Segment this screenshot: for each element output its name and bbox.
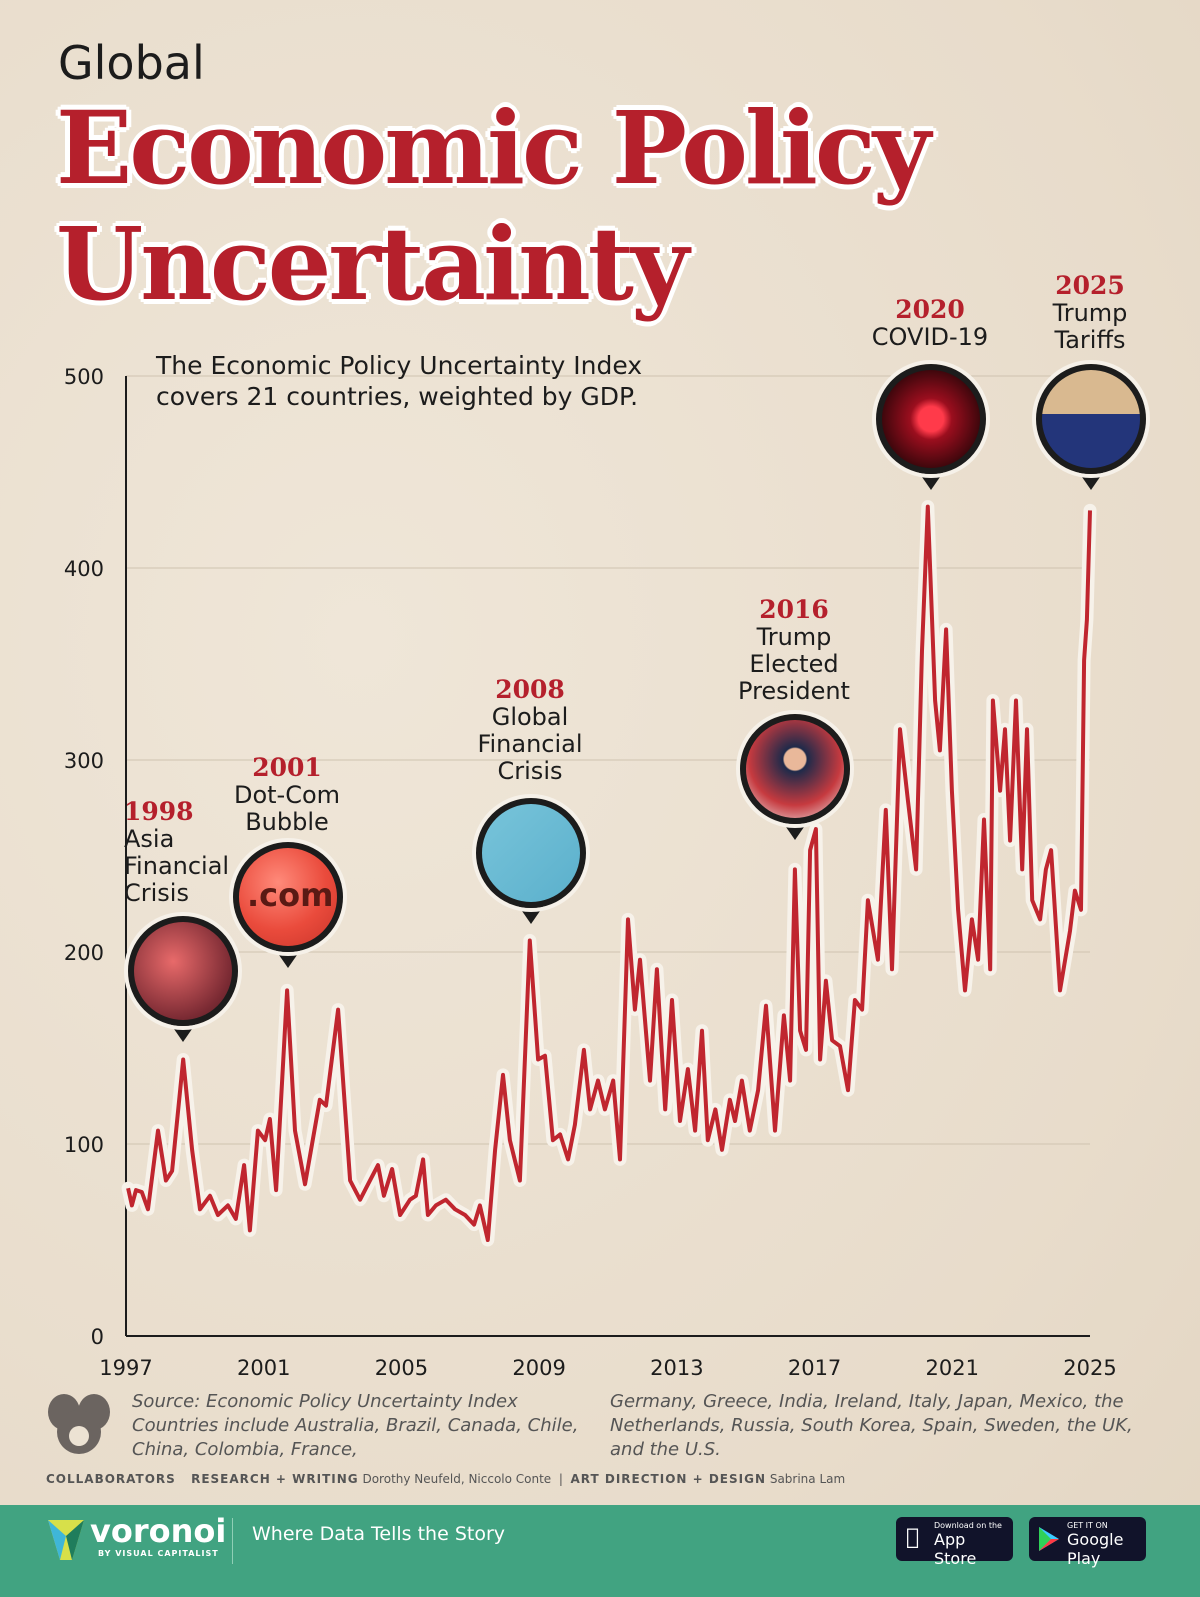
series-line — [126, 504, 1092, 1242]
googleplay-label: Google Play — [1067, 1530, 1124, 1568]
annotation-text: Trump — [756, 623, 832, 651]
y-tick-label: 0 — [91, 1325, 104, 1349]
line-chart: 0 100 200 300 400 500 1997 2001 2005 2009 2013 2017… — [64, 365, 1117, 1380]
kicker: Global — [58, 36, 205, 90]
x-tick-label: 1997 — [99, 1356, 152, 1380]
x-tick-label: 2021 — [926, 1356, 979, 1380]
subtitle: The Economic Policy Uncertainty Index co… — [156, 350, 642, 412]
annotation-label: 2020 COVID-19 — [830, 296, 1030, 351]
collaborators-label: COLLABORATORS — [46, 1472, 176, 1486]
design-label: ART DIRECTION + DESIGN — [570, 1472, 766, 1486]
annotation-year: 2016 — [759, 595, 829, 624]
app-store-button[interactable]:  Download on the App Store — [896, 1517, 1013, 1568]
annotation-year: 2001 — [252, 753, 322, 782]
annotation-text: Trump — [1052, 299, 1128, 327]
boxes-flag-photo-icon — [1036, 364, 1146, 474]
subtitle-line: covers 21 countries, weighted by GDP. — [156, 382, 639, 411]
x-tick-label: 2005 — [375, 1356, 428, 1380]
collaborators: COLLABORATORS RESEARCH + WRITING Dorothy… — [46, 1472, 846, 1486]
stock-crash-photo-icon — [128, 916, 238, 1026]
x-tick-label: 2009 — [512, 1356, 565, 1380]
y-tick-label: 100 — [64, 1133, 104, 1157]
annotation-year: 2020 — [895, 295, 965, 324]
google-play-icon — [1039, 1527, 1059, 1551]
annotation-text: Crisis — [124, 879, 189, 907]
y-tick-label: 300 — [64, 749, 104, 773]
y-tick-label: 500 — [64, 365, 104, 389]
x-tick-label: 2025 — [1063, 1356, 1116, 1380]
annotation-text: Financial — [477, 730, 583, 758]
annotation-text: Asia — [124, 825, 175, 853]
brand-name: voronoi — [90, 1512, 227, 1550]
x-tick-label: 2001 — [237, 1356, 290, 1380]
annotation-year: 2025 — [1055, 271, 1125, 300]
dotcom-bubble-icon: .com — [233, 842, 343, 952]
googleplay-small: GET IT ON — [1067, 1521, 1108, 1530]
annotation-label: 1998 Asia Financial Crisis — [124, 798, 229, 907]
annotation-text: Financial — [124, 852, 230, 880]
annotation-text: COVID-19 — [871, 323, 989, 351]
x-tick-label: 2013 — [650, 1356, 703, 1380]
google-play-button[interactable]: GET IT ON Google Play — [1029, 1517, 1146, 1568]
voronoi-logo-icon — [48, 1520, 84, 1560]
annotation-text: Bubble — [245, 808, 329, 836]
trump-photo-icon — [740, 714, 850, 824]
x-tick-label: 2017 — [788, 1356, 841, 1380]
annotation-label: 2008 Global Financial Crisis — [430, 676, 630, 785]
tagline: Where Data Tells the Story — [252, 1523, 506, 1545]
virus-photo-icon — [876, 364, 986, 474]
annotation-text: Global — [491, 703, 569, 731]
appstore-label: App Store — [934, 1530, 977, 1568]
appstore-small: Download on the — [934, 1521, 1002, 1530]
annotation-year: 1998 — [124, 797, 194, 826]
annotation-label: 2001 Dot-Com Bubble — [187, 754, 387, 836]
annotation-year: 2008 — [495, 675, 565, 704]
research-label: RESEARCH + WRITING — [191, 1472, 359, 1486]
divider — [232, 1518, 233, 1564]
mascot-logo-icon — [48, 1394, 110, 1454]
y-tick-label: 400 — [64, 557, 104, 581]
annotation-text: Tariffs — [1054, 326, 1126, 354]
annotation-label: 2016 Trump Elected President — [694, 596, 894, 705]
source-note: Source: Economic Policy Uncertainty Inde… — [132, 1391, 579, 1460]
annotation-text: Crisis — [497, 757, 563, 785]
subtitle-line: The Economic Policy Uncertainty Index — [156, 351, 643, 380]
source-note-countries: Germany, Greece, India, Ireland, Italy, … — [610, 1391, 1133, 1460]
research-names: Dorothy Neufeld, Niccolo Conte — [362, 1472, 552, 1486]
title-line-2: Uncertainty — [56, 205, 689, 323]
design-names: Sabrina Lam — [769, 1472, 846, 1486]
y-tick-label: 200 — [64, 941, 104, 965]
apple-icon:  — [906, 1525, 919, 1550]
title-line-1: Economic Policy — [56, 89, 931, 207]
wallet-houses-photo-icon — [476, 798, 586, 908]
annotation-text: President — [738, 677, 850, 705]
annotation-text: Elected — [749, 650, 839, 678]
annotation-text: Dot-Com — [233, 781, 341, 809]
brand-byline: BY VISUAL CAPITALIST — [98, 1549, 219, 1558]
annotation-label: 2025 Trump Tariffs — [990, 272, 1190, 354]
